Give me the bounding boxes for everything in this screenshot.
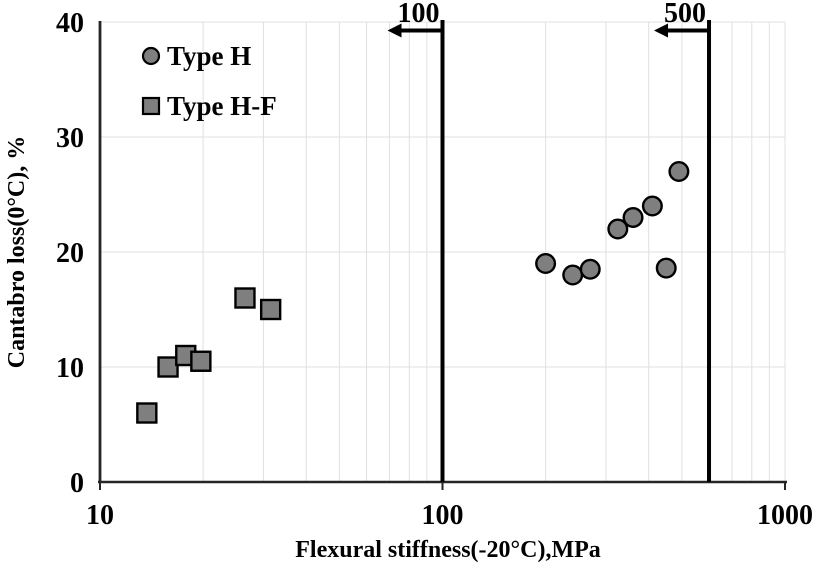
y-tick-label: 20	[56, 238, 84, 269]
x-axis-title: Flexural stiffness(-20°C),MPa	[295, 537, 601, 563]
left-arrow-icon	[654, 23, 669, 38]
data-point-type-h	[641, 195, 663, 217]
reference-line-label: 100	[398, 0, 440, 29]
data-point-type-h	[622, 206, 644, 228]
data-point-type-h-f	[136, 402, 158, 424]
data-point-type-h	[655, 257, 677, 279]
data-point-type-h-f	[234, 287, 256, 309]
data-point-type-h	[562, 264, 584, 286]
x-tick-label: 10	[86, 500, 114, 531]
data-point-type-h-f	[190, 350, 212, 372]
legend-item-label: Type H	[167, 41, 251, 71]
y-axis-title: Cantabro loss(0°C), %	[4, 136, 30, 369]
data-point-type-h-f	[157, 356, 179, 378]
legend-item-label: Type H-F	[167, 91, 277, 121]
y-tick-label: 10	[56, 353, 84, 384]
y-tick-label: 40	[56, 8, 84, 39]
data-point-type-h	[668, 160, 690, 182]
left-arrow-icon	[387, 23, 402, 38]
x-tick-label: 1000	[757, 500, 813, 531]
reference-line-label: 500	[664, 0, 706, 29]
data-point-type-h-f	[259, 298, 282, 321]
y-tick-label: 0	[70, 468, 84, 499]
data-point-type-h	[535, 252, 557, 274]
x-tick-label: 100	[422, 500, 464, 531]
y-tick-label: 30	[56, 123, 84, 154]
legend-marker-square	[141, 96, 161, 116]
legend-marker-circle	[141, 46, 161, 66]
data-point-type-h	[607, 218, 629, 240]
data-point-type-h	[579, 258, 601, 280]
